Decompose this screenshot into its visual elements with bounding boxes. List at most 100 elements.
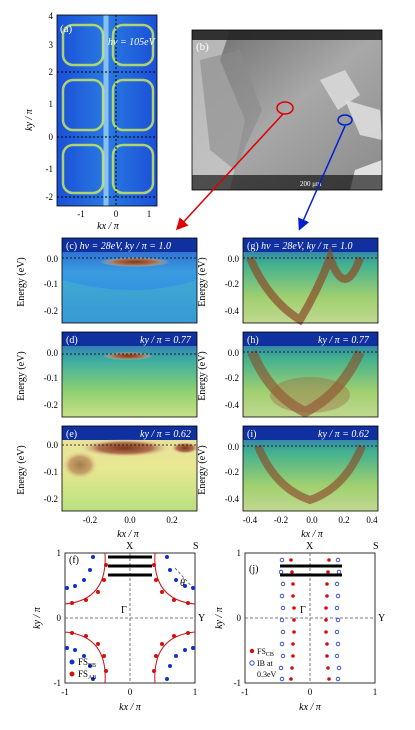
panel-f-ab-points	[70, 563, 190, 673]
svg-text:1: 1	[373, 687, 378, 697]
panel-c-header-bar	[62, 238, 197, 252]
panel-j-cb-points	[289, 558, 331, 681]
panel-f-legend: FSBB FSAB	[69, 657, 96, 681]
svg-text:1: 1	[49, 99, 54, 109]
panel-b-scale: 200 μm	[300, 180, 322, 188]
svg-text:FSCB: FSCB	[257, 647, 274, 658]
panel-a: (a) hν = 105eV 4 3 2 1 0 -1 -2 -1 0 1 ky…	[24, 11, 158, 232]
svg-text:0.0: 0.0	[47, 254, 59, 264]
svg-text:-0.1: -0.1	[44, 373, 58, 383]
svg-text:-0.1: -0.1	[44, 467, 58, 477]
svg-text:FSBB: FSBB	[78, 657, 96, 669]
left-kx-ticks: -0.2 0.0 0.2	[83, 515, 178, 525]
right-kx-label: kx / π	[301, 529, 324, 540]
svg-text:0.4: 0.4	[366, 515, 378, 525]
panel-j-label-gamma: Γ	[300, 605, 306, 616]
panel-g-ylabel: Energy (eV)	[197, 257, 208, 307]
panel-a-fermi-contours	[61, 23, 155, 195]
svg-text:IB at: IB at	[257, 659, 274, 668]
panel-b-blue-marker	[337, 114, 353, 126]
svg-text:0.2: 0.2	[338, 515, 349, 525]
panel-h-header: ky / π = 0.77	[318, 335, 370, 346]
svg-text:0.0: 0.0	[124, 515, 136, 525]
panel-g-header: (g) hν = 28eV, ky / π = 1.0	[247, 241, 353, 252]
blue-arrow	[298, 125, 346, 231]
panel-f-label-y: Y	[198, 613, 205, 624]
panel-j-label-y: Y	[378, 613, 385, 624]
panel-j-label-x: X	[306, 541, 314, 552]
svg-text:-1: -1	[241, 687, 249, 697]
panel-j-cut-lines	[280, 564, 342, 577]
svg-text:1: 1	[147, 209, 152, 219]
svg-text:-0.2: -0.2	[225, 279, 239, 289]
left-energy-ticks: 0.0 -0.1 -0.2 0.0 -0.1 -0.2 0.0 -0.1 -0.…	[44, 254, 59, 504]
panel-h: (h) ky / π = 0.77	[242, 331, 379, 418]
svg-text:1: 1	[193, 687, 198, 697]
panel-e-ylabel: Energy (eV)	[16, 445, 27, 495]
svg-text:3: 3	[49, 40, 54, 50]
svg-text:-0.2: -0.2	[274, 515, 288, 525]
panel-f-xlabel: kx / π	[119, 702, 142, 713]
svg-text:FSAB: FSAB	[78, 669, 96, 681]
svg-text:0.0: 0.0	[228, 442, 240, 452]
panel-d-tag: (d)	[66, 335, 78, 346]
panel-i-ylabel: Energy (eV)	[197, 445, 208, 495]
panel-j-yticks: 1 0 -1	[234, 548, 242, 688]
panel-a-ylabel: ky / π	[24, 108, 35, 131]
svg-text:-0.2: -0.2	[225, 373, 239, 383]
svg-text:1: 1	[57, 548, 62, 558]
svg-text:-0.2: -0.2	[44, 494, 58, 504]
svg-text:0.0: 0.0	[228, 348, 240, 358]
panel-i: (i) ky / π = 0.62	[242, 425, 379, 512]
svg-text:-2: -2	[46, 192, 54, 202]
panel-a-yticks: 4 3 2 1 0 -1 -2	[46, 11, 54, 202]
svg-text:-0.2: -0.2	[225, 467, 239, 477]
svg-text:1: 1	[237, 548, 242, 558]
panel-c: (c) hν = 28eV, ky / π = 1.0	[61, 237, 198, 324]
right-kx-ticks: -0.4 -0.2 0.0 0.2 0.4	[243, 515, 378, 525]
panel-b-red-marker	[276, 101, 294, 115]
svg-text:-1: -1	[54, 678, 62, 688]
panel-j-ylabel: ky / π	[214, 606, 225, 629]
panel-j-xticks: -1 0 1	[241, 687, 377, 697]
panel-j-label-s: S	[373, 541, 379, 552]
panel-g: (g) hν = 28eV, ky / π = 1.0	[242, 237, 379, 326]
svg-text:0: 0	[57, 613, 62, 623]
svg-text:-0.2: -0.2	[44, 306, 58, 316]
svg-text:0.0: 0.0	[47, 440, 59, 450]
svg-text:0.2: 0.2	[166, 515, 177, 525]
svg-text:0.0: 0.0	[47, 348, 59, 358]
panel-a-xlabel: kx / π	[97, 221, 120, 232]
panel-f-cut-lines	[108, 555, 152, 577]
panel-d-header: ky / π = 0.77	[140, 335, 192, 346]
panel-i-tag: (i)	[247, 429, 256, 440]
panel-f-label-x: X	[126, 541, 134, 552]
panel-f-tag: (f)	[69, 555, 79, 566]
panel-f-yticks: 1 0 -1	[54, 548, 62, 688]
svg-text:0: 0	[114, 209, 119, 219]
panel-f: (f) X S Y Γ θ FSBB FSAB 1 0 -1 -1 0 1 ky…	[32, 541, 205, 713]
panel-a-energy: hν = 105eV	[108, 37, 157, 48]
red-arrow	[175, 113, 284, 231]
panel-f-label-theta: θ	[180, 578, 185, 589]
panel-f-xticks: -1 0 1	[61, 687, 197, 697]
svg-text:-1: -1	[46, 164, 54, 174]
panel-c-ylabel: Energy (eV)	[16, 257, 27, 307]
panel-j: (j) X S Y Γ FSCB IB at 0.3eV 1 0 -1 -1 0…	[214, 541, 385, 713]
panel-i-header: ky / π = 0.62	[318, 429, 369, 440]
panel-c-header: (c) hν = 28eV, ky / π = 1.0	[66, 241, 171, 252]
svg-text:4: 4	[49, 11, 54, 21]
svg-text:0.0: 0.0	[306, 515, 318, 525]
panel-f-ylabel: ky / π	[32, 606, 43, 629]
panel-j-ib-points	[278, 557, 342, 682]
svg-text:-0.4: -0.4	[225, 306, 240, 316]
svg-text:-0.4: -0.4	[225, 400, 240, 410]
svg-text:0: 0	[308, 687, 313, 697]
svg-text:-1: -1	[234, 678, 242, 688]
svg-text:0.3eV: 0.3eV	[257, 670, 277, 679]
panel-f-bb-points	[65, 555, 195, 681]
panel-j-xlabel: kx / π	[299, 702, 322, 713]
panel-d: (d) ky / π = 0.77	[61, 331, 198, 418]
svg-text:0: 0	[49, 132, 54, 142]
